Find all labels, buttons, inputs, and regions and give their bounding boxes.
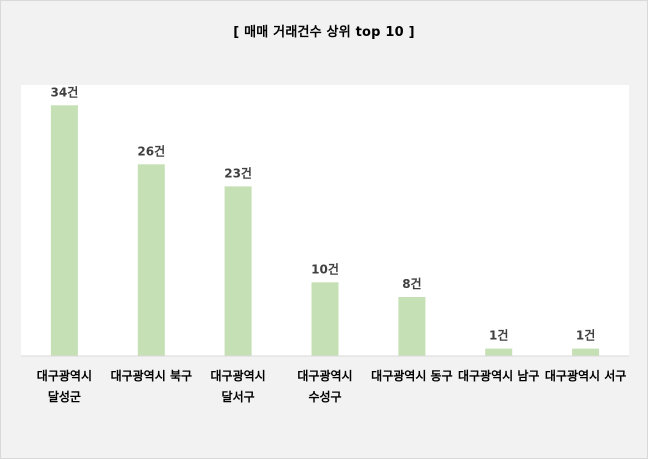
bars-layer <box>50 105 600 356</box>
bar-4 <box>311 282 339 356</box>
bar-2 <box>137 164 165 356</box>
category-label-4-line-1: 대구광역시 <box>297 368 352 383</box>
category-label-4-line-2: 수성구 <box>308 390 341 404</box>
bar-6 <box>485 348 513 356</box>
data-label-2: 26건 <box>137 143 165 158</box>
category-label-3-line-2: 달서구 <box>222 389 255 404</box>
data-label-5: 8건 <box>402 276 421 291</box>
data-label-6: 1건 <box>489 328 508 343</box>
category-label-2: 대구광역시 북구 <box>111 368 192 383</box>
data-label-7: 1건 <box>576 328 595 343</box>
data-label-3: 23건 <box>224 165 252 180</box>
category-label-7: 대구광역시 서구 <box>545 368 626 383</box>
bar-5 <box>398 297 426 356</box>
bar-1 <box>50 105 78 356</box>
chart-title: [ 매매 거래건수 상위 top 10 ] <box>233 25 415 40</box>
data-label-1: 34건 <box>51 84 79 99</box>
category-label-1-line-1: 대구광역시 <box>37 368 92 383</box>
bar-7 <box>572 348 600 356</box>
category-label-1-line-2: 달성군 <box>48 390 81 404</box>
category-label-6: 대구광역시 남구 <box>458 368 539 383</box>
data-label-4: 10건 <box>311 261 339 276</box>
category-label-3-line-1: 대구광역시 <box>210 368 265 383</box>
bar-3 <box>224 186 252 356</box>
category-label-5: 대구광역시 동구 <box>371 368 452 383</box>
